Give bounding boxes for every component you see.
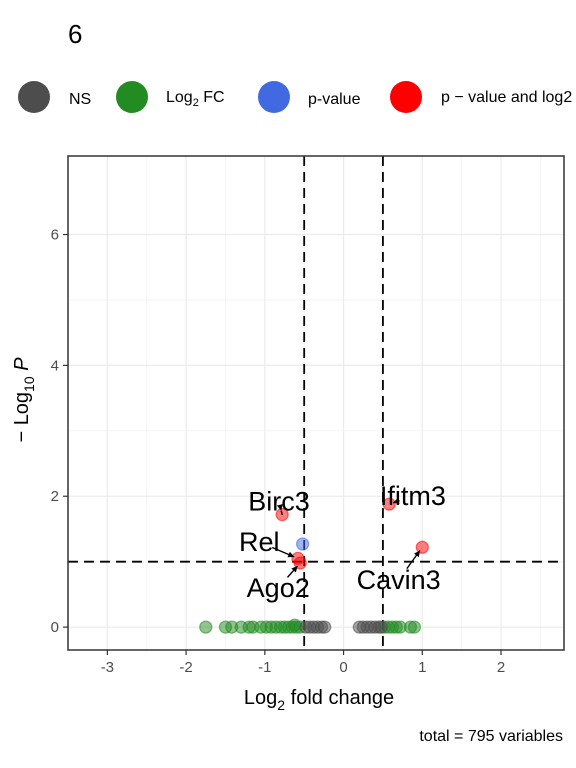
connector-arrow xyxy=(287,551,295,558)
point-p xyxy=(295,537,310,551)
point-ns xyxy=(374,620,388,634)
legend-item-log2fc: Log2 FC xyxy=(116,81,225,113)
y-tick-label: 2 xyxy=(51,488,59,505)
point-label-ago2: Ago2 xyxy=(247,573,310,603)
point-label-cavin3: Cavin3 xyxy=(357,565,441,595)
data-points xyxy=(199,497,429,634)
point-ns xyxy=(318,620,332,634)
legend-item-pvalue: p-value xyxy=(258,81,361,113)
legend-swatch-pvalue-and-log2fc xyxy=(390,81,422,113)
x-tick-label: 2 xyxy=(497,659,505,676)
point-fc xyxy=(199,620,213,634)
caption: total = 795 variables xyxy=(419,728,563,745)
x-tick-label: -2 xyxy=(179,659,192,676)
legend: NS Log2 FC p-value p − value and log2 FC xyxy=(18,81,576,113)
chart-title: 6 xyxy=(68,19,82,49)
point-fc xyxy=(288,618,302,632)
point-label-ifitm3: Ifitm3 xyxy=(380,481,446,511)
point-labels: Birc3 Ifitm3 Rel Ago2 Cavin3 xyxy=(239,481,446,603)
connector-arrow xyxy=(276,504,283,511)
cutoff-lines xyxy=(68,156,564,650)
plot-border xyxy=(67,155,565,651)
legend-label-pvalue: p-value xyxy=(308,91,361,108)
point-label-birc3: Birc3 xyxy=(248,486,310,516)
y-axis-ticks: 0 2 4 6 xyxy=(51,227,68,636)
point-both xyxy=(415,540,429,554)
x-axis-ticks: -3 -2 -1 0 1 2 xyxy=(101,650,505,676)
y-tick-label: 6 xyxy=(51,227,59,244)
point-fc xyxy=(407,620,422,634)
y-tick-label: 4 xyxy=(51,357,59,374)
label-connectors xyxy=(271,498,421,578)
connector-birc3 xyxy=(280,510,283,516)
gridlines xyxy=(68,156,564,650)
legend-label-pvalue-and-log2fc: p − value and log2 FC xyxy=(441,89,576,106)
y-tick-label: 0 xyxy=(51,619,59,636)
point-label-rel: Rel xyxy=(239,527,280,557)
legend-item-ns: NS xyxy=(18,81,91,113)
x-axis-label: Log2 fold change xyxy=(244,687,394,713)
connector-arrow xyxy=(393,498,400,504)
x-tick-label: 1 xyxy=(418,659,426,676)
connector-arrow xyxy=(291,565,298,573)
legend-item-pvalue-and-log2fc: p − value and log2 FC xyxy=(390,81,576,113)
y-axis-label: − Log10 P xyxy=(11,357,37,443)
legend-swatch-log2fc xyxy=(116,81,148,113)
connector-arrow xyxy=(413,550,420,558)
legend-label-log2fc: Log2 FC xyxy=(166,89,225,109)
x-tick-label: -1 xyxy=(258,659,271,676)
legend-label-ns: NS xyxy=(69,91,91,108)
x-tick-label: 0 xyxy=(339,659,347,676)
legend-swatch-ns xyxy=(18,81,50,113)
legend-swatch-pvalue xyxy=(258,81,290,113)
x-tick-label: -3 xyxy=(101,659,114,676)
point-both xyxy=(382,497,396,511)
